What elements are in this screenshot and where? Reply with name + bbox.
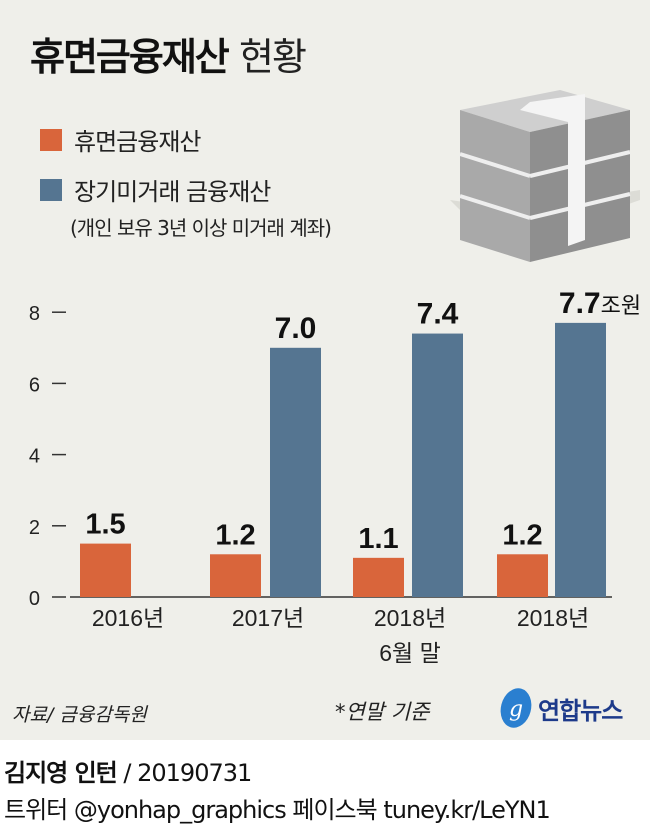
data-label: 1.2 <box>215 519 255 551</box>
credit-line: 김지영 인턴 / 20190731 <box>4 753 252 788</box>
date: / 20190731 <box>123 759 252 787</box>
money-stack-illustration <box>450 90 640 262</box>
x-tick-label: 6월 말 <box>379 640 441 666</box>
source-text: 자료/ 금융감독원 <box>12 704 147 726</box>
data-label: 7.0 <box>275 312 317 345</box>
data-label: 7.7조원 <box>559 287 641 320</box>
legend-item-longterm: 장기미거래 금융재산 <box>40 172 271 207</box>
bar-dormant <box>210 554 261 597</box>
unit-label: 조원 <box>601 293 641 318</box>
legend-item-dormant: 휴면금융재산 <box>40 122 201 157</box>
legend-swatch-blue <box>40 178 62 201</box>
bar-longterm <box>270 347 321 597</box>
basis-note: *연말 기준 <box>335 700 430 724</box>
logo-text: 연합뉴스 <box>538 696 623 725</box>
x-tick-label: 2018년 <box>517 605 589 631</box>
title-light: 현황 <box>239 35 307 79</box>
yonhap-logo: g 연합뉴스 <box>498 686 623 730</box>
data-label: 1.2 <box>502 519 542 551</box>
y-tick-label: 6 <box>29 374 40 396</box>
data-label: 7.4 <box>417 298 459 331</box>
bar-longterm <box>555 322 606 597</box>
bar-dormant <box>497 554 548 597</box>
legend-swatch-orange <box>40 128 62 151</box>
social-links: 트위터 @yonhap_graphics 페이스북 tuney.kr/LeYN1 <box>4 796 551 824</box>
data-label: 1.5 <box>85 509 125 541</box>
bar-dormant <box>353 557 404 597</box>
x-tick-label: 2017년 <box>232 605 304 631</box>
y-tick-label: 8 <box>29 303 40 325</box>
bar-dormant <box>80 543 131 597</box>
bar-longterm <box>412 333 463 597</box>
y-tick-label: 4 <box>29 446 40 468</box>
legend-label: 휴면금융재산 <box>74 128 201 156</box>
legend-note: (개인 보유 3년 이상 미거래 계좌) <box>70 216 332 240</box>
author: 김지영 인턴 <box>4 759 118 787</box>
yonhap-logo-icon: g <box>500 688 532 728</box>
title-bold: 휴면금융재산 <box>30 35 230 79</box>
legend-label: 장기미거래 금융재산 <box>74 178 271 206</box>
y-tick-label: 0 <box>29 588 40 610</box>
data-label: 1.1 <box>358 523 398 555</box>
svg-text:g: g <box>509 697 523 722</box>
x-tick-label: 2016년 <box>92 605 164 631</box>
chart-title: 휴면금융재산 현황 <box>30 26 307 81</box>
x-tick-label: 2018년 <box>374 605 446 631</box>
y-tick-label: 2 <box>29 517 40 539</box>
bar-chart: 0 2 4 6 8 1.5 1.2 1.1 1.2 7.0 7.4 7.7조원 2016년 2017년 20… <box>29 287 641 666</box>
